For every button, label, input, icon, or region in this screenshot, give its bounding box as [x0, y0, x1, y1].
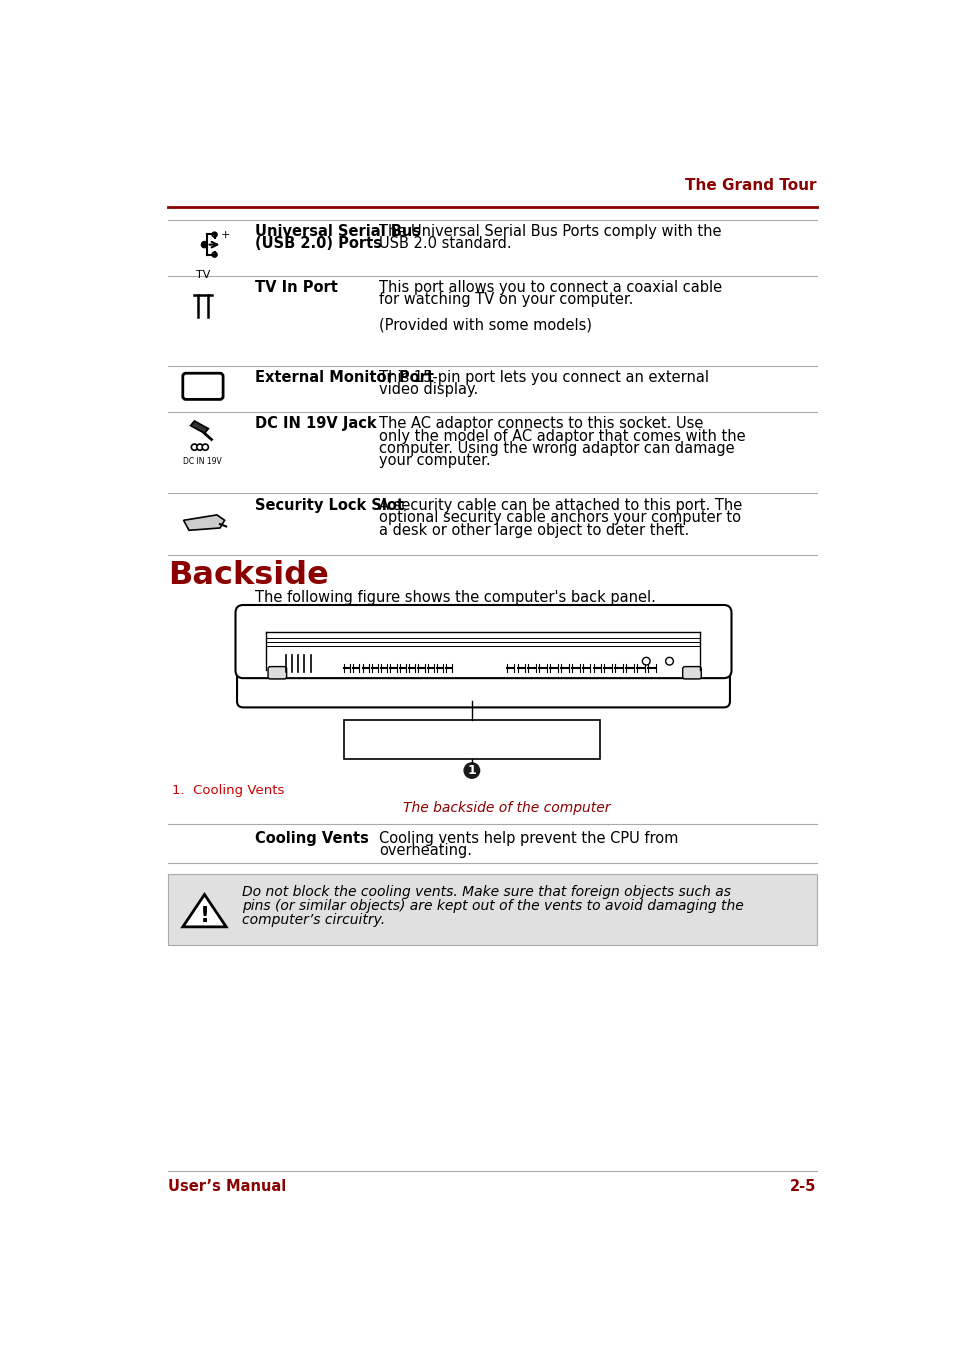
Text: A security cable can be attached to this port. The: A security cable can be attached to this…: [378, 498, 741, 512]
Circle shape: [196, 443, 203, 450]
Text: TV: TV: [195, 270, 210, 280]
Text: DC IN 19V: DC IN 19V: [183, 457, 221, 466]
Bar: [168, 875, 816, 945]
Text: The Universal Serial Bus Ports comply with the: The Universal Serial Bus Ports comply wi…: [378, 224, 720, 239]
Text: +: +: [220, 230, 230, 241]
Circle shape: [192, 443, 197, 450]
Text: for watching TV on your computer.: for watching TV on your computer.: [378, 292, 633, 307]
Text: TV In Port: TV In Port: [254, 280, 337, 295]
Text: The AC adaptor connects to this socket. Use: The AC adaptor connects to this socket. …: [378, 416, 702, 431]
Text: Cooling vents help prevent the CPU from: Cooling vents help prevent the CPU from: [378, 830, 678, 845]
Bar: [344, 721, 599, 758]
Text: only the model of AC adaptor that comes with the: only the model of AC adaptor that comes …: [378, 429, 744, 443]
Text: Backside: Backside: [168, 560, 329, 591]
Text: 1: 1: [467, 764, 476, 777]
Text: User’s Manual: User’s Manual: [168, 1179, 286, 1194]
Text: optional security cable anchors your computer to: optional security cable anchors your com…: [378, 510, 740, 526]
Text: pins (or similar objects) are kept out of the vents to avoid damaging the: pins (or similar objects) are kept out o…: [241, 899, 742, 913]
Text: DC IN 19V Jack: DC IN 19V Jack: [254, 416, 376, 431]
Circle shape: [464, 763, 479, 779]
Text: your computer.: your computer.: [378, 453, 490, 468]
FancyBboxPatch shape: [682, 667, 700, 679]
Circle shape: [665, 657, 673, 665]
Circle shape: [641, 657, 649, 665]
Circle shape: [202, 443, 208, 450]
Text: Security Lock Slot: Security Lock Slot: [254, 498, 403, 512]
Polygon shape: [183, 515, 224, 530]
Text: 1.  Cooling Vents: 1. Cooling Vents: [172, 784, 284, 798]
Text: video display.: video display.: [378, 383, 477, 397]
Text: This 15-pin port lets you connect an external: This 15-pin port lets you connect an ext…: [378, 370, 708, 385]
FancyBboxPatch shape: [236, 618, 729, 707]
Text: Cooling Vents: Cooling Vents: [254, 830, 369, 845]
Text: a desk or other large object to deter theft.: a desk or other large object to deter th…: [378, 523, 688, 538]
Text: This port allows you to connect a coaxial cable: This port allows you to connect a coaxia…: [378, 280, 721, 295]
Text: The Grand Tour: The Grand Tour: [684, 178, 816, 193]
Text: computer’s circuitry.: computer’s circuitry.: [241, 913, 384, 927]
Text: External Monitor Port: External Monitor Port: [254, 370, 434, 385]
FancyBboxPatch shape: [183, 373, 223, 399]
Text: USB 2.0 standard.: USB 2.0 standard.: [378, 237, 511, 251]
Text: 2-5: 2-5: [789, 1179, 816, 1194]
Text: !: !: [199, 906, 210, 926]
Text: Do not block the cooling vents. Make sure that foreign objects such as: Do not block the cooling vents. Make sur…: [241, 886, 730, 899]
FancyBboxPatch shape: [268, 667, 286, 679]
Text: (USB 2.0) Ports: (USB 2.0) Ports: [254, 237, 381, 251]
Text: Universal Serial Bus: Universal Serial Bus: [254, 224, 420, 239]
Text: computer. Using the wrong adaptor can damage: computer. Using the wrong adaptor can da…: [378, 441, 734, 456]
FancyBboxPatch shape: [235, 604, 731, 679]
Text: The following figure shows the computer's back panel.: The following figure shows the computer'…: [254, 589, 655, 604]
Polygon shape: [191, 420, 208, 433]
Text: overheating.: overheating.: [378, 842, 472, 859]
Polygon shape: [183, 895, 226, 927]
Text: The backside of the computer: The backside of the computer: [402, 802, 610, 815]
Circle shape: [201, 242, 208, 247]
Text: (Provided with some models): (Provided with some models): [378, 316, 591, 333]
